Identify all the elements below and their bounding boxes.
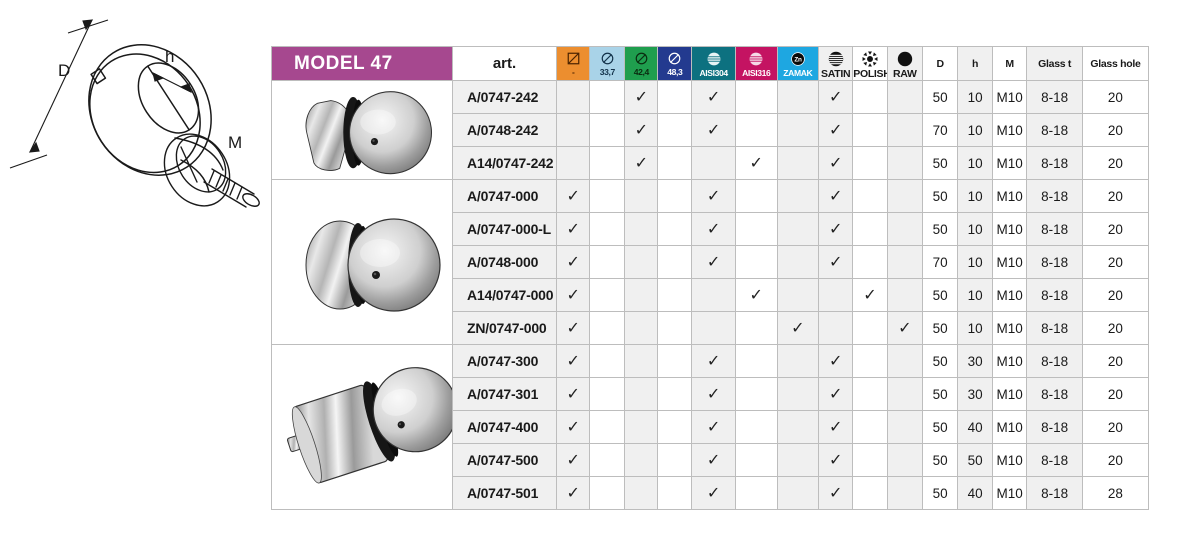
svg-text:M: M — [228, 133, 242, 152]
svg-text:D: D — [58, 61, 70, 80]
svg-text:h: h — [165, 47, 174, 66]
svg-text:Zn: Zn — [794, 56, 802, 63]
